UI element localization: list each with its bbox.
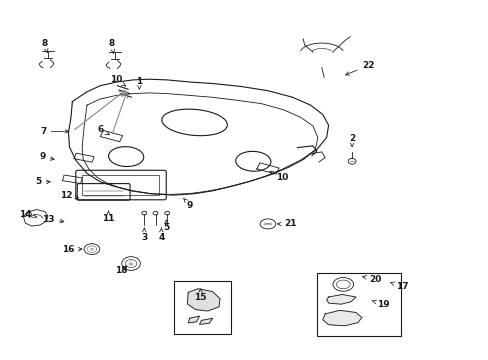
Bar: [316, 273, 400, 336]
Text: 21: 21: [277, 219, 297, 228]
Text: 15: 15: [194, 289, 206, 302]
Text: 9: 9: [183, 198, 193, 210]
Text: 5: 5: [163, 220, 169, 232]
Text: 11: 11: [102, 211, 115, 223]
Polygon shape: [187, 289, 220, 311]
Text: 7: 7: [40, 127, 69, 136]
Text: 22: 22: [345, 61, 374, 75]
Bar: [173, 281, 231, 334]
Text: 3: 3: [141, 228, 147, 242]
Polygon shape: [322, 310, 361, 326]
Text: 8: 8: [108, 40, 114, 53]
Polygon shape: [326, 294, 355, 304]
Text: 12: 12: [60, 191, 79, 199]
Text: 10: 10: [269, 171, 288, 181]
Text: 5: 5: [35, 177, 50, 186]
Text: 8: 8: [42, 39, 48, 53]
Text: 10: 10: [110, 76, 125, 86]
Text: 14: 14: [19, 210, 37, 219]
Text: 4: 4: [158, 228, 164, 242]
Bar: [82, 175, 159, 195]
Text: 18: 18: [115, 266, 127, 275]
Text: 6: 6: [97, 125, 109, 135]
Text: 13: 13: [42, 215, 64, 224]
Polygon shape: [188, 316, 199, 323]
Text: 2: 2: [348, 134, 354, 147]
Polygon shape: [199, 318, 212, 324]
Text: 9: 9: [39, 152, 54, 161]
Text: 1: 1: [136, 77, 142, 89]
Text: 20: 20: [362, 274, 381, 284]
Text: 17: 17: [390, 282, 408, 291]
Text: 19: 19: [372, 300, 389, 309]
Text: 16: 16: [61, 245, 82, 253]
